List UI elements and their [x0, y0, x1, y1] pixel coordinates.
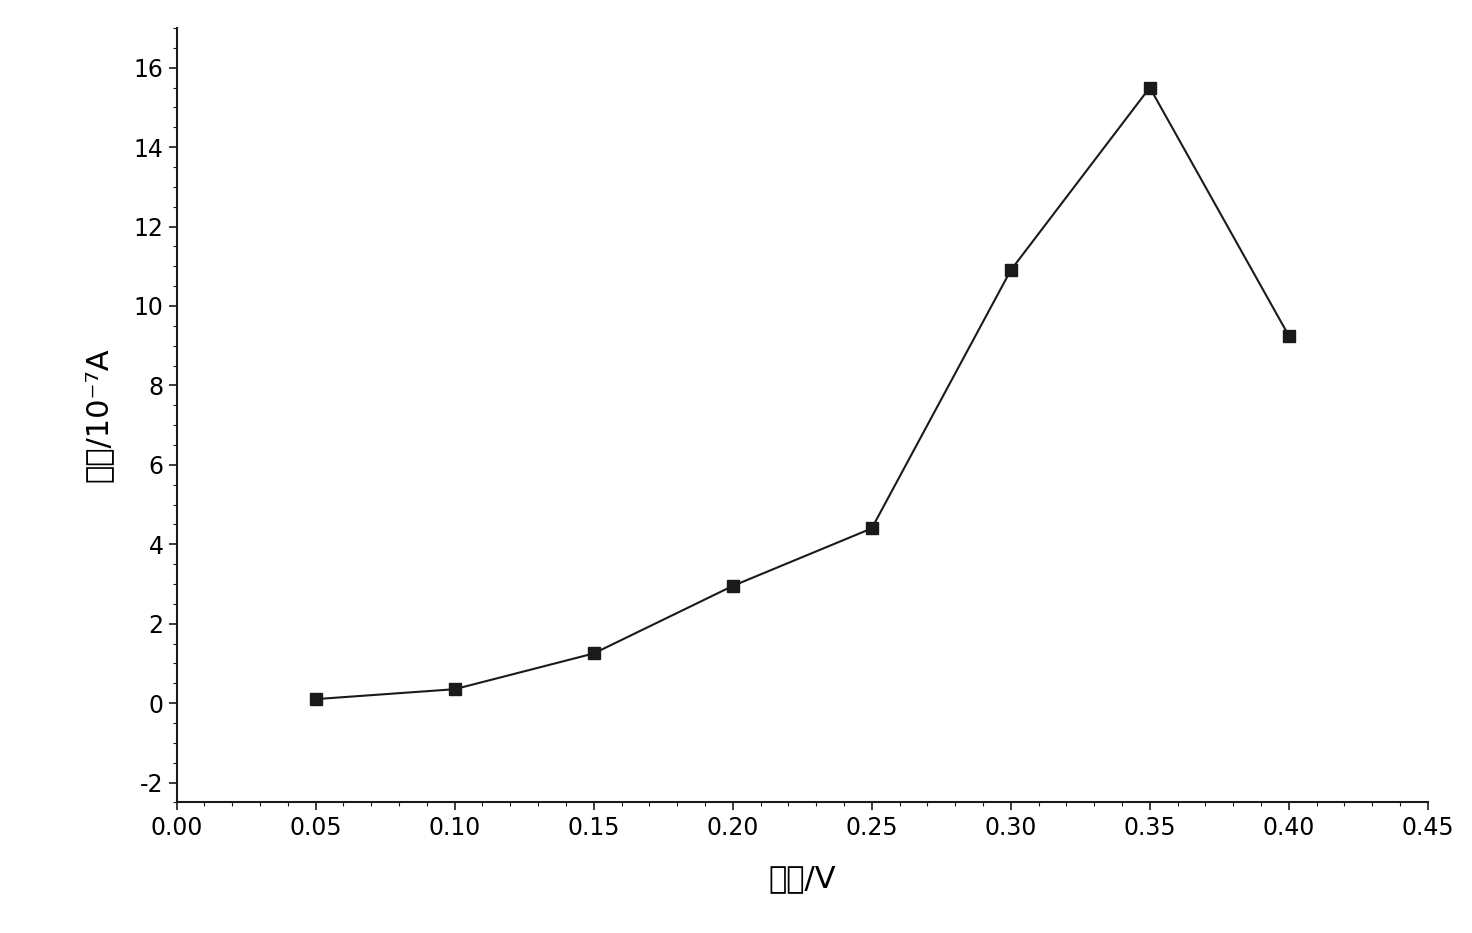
X-axis label: 电位/V: 电位/V: [768, 865, 836, 894]
Y-axis label: 电流/10⁻⁷A: 电流/10⁻⁷A: [84, 348, 113, 482]
